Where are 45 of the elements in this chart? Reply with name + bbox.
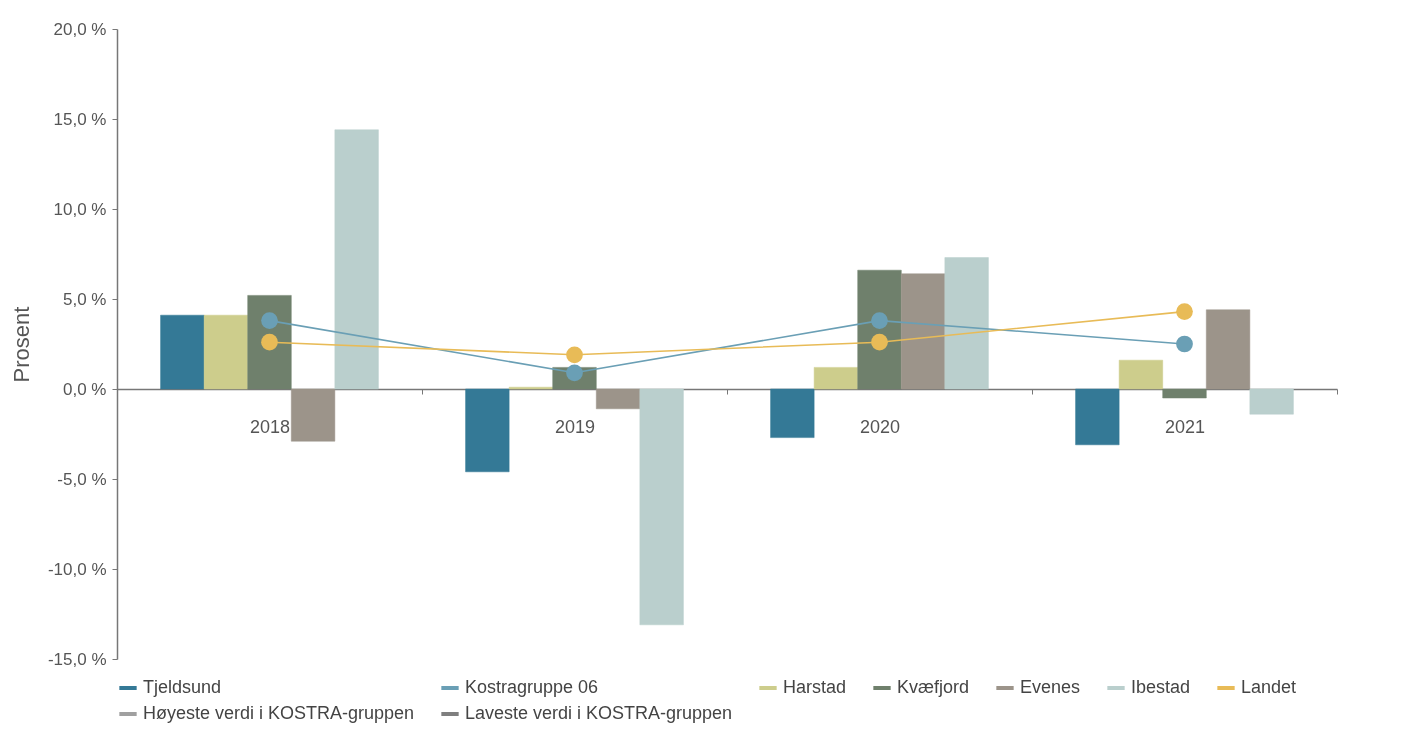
y-tick-label: 20,0 % — [53, 19, 107, 39]
legend-label: Kostragruppe 06 — [465, 677, 599, 697]
bar — [203, 314, 249, 390]
y-tick-label: 15,0 % — [53, 109, 107, 129]
y-tick-label: -10,0 % — [47, 559, 107, 579]
bar — [1075, 388, 1120, 446]
legend-label: Høyeste verdi i KOSTRA-gruppen — [143, 703, 415, 723]
y-tick-label: -15,0 % — [47, 649, 107, 669]
legend-label: Kvæfjord — [897, 677, 970, 697]
bar — [813, 366, 859, 390]
legend-label: Landet — [1241, 677, 1297, 697]
x-tick-label: 2020 — [859, 416, 901, 437]
bar — [595, 388, 641, 410]
point — [871, 312, 888, 329]
legend-label: Harstad — [783, 677, 847, 697]
x-tick-label: 2018 — [249, 416, 291, 437]
y-tick-label: 10,0 % — [53, 199, 107, 219]
bar — [770, 388, 815, 439]
bar — [465, 388, 510, 473]
y-tick-label: 0,0 % — [63, 379, 107, 399]
point — [261, 312, 278, 329]
y-tick-label: -5,0 % — [57, 469, 107, 489]
bar — [900, 273, 946, 390]
legend-label: Laveste verdi i KOSTRA-gruppen — [465, 703, 733, 723]
bar — [1249, 388, 1294, 415]
bar — [639, 388, 684, 626]
bar — [290, 388, 336, 442]
y-tick-label: 5,0 % — [63, 289, 107, 309]
legend-label: Ibestad — [1131, 677, 1191, 697]
bar — [334, 129, 379, 390]
bar — [1118, 359, 1164, 390]
bar — [1205, 309, 1251, 390]
x-tick-label: 2021 — [1164, 416, 1206, 437]
bar — [1162, 388, 1207, 399]
legend-label: Evenes — [1020, 677, 1081, 697]
bar — [160, 314, 205, 390]
point — [871, 333, 888, 351]
point — [261, 333, 278, 351]
bar — [944, 257, 989, 390]
point — [566, 346, 583, 364]
point — [1176, 335, 1193, 353]
point — [1176, 303, 1193, 320]
x-tick-label: 2019 — [554, 416, 596, 437]
y-axis-title: Prosent — [8, 306, 34, 383]
legend-label: Tjeldsund — [143, 677, 222, 697]
